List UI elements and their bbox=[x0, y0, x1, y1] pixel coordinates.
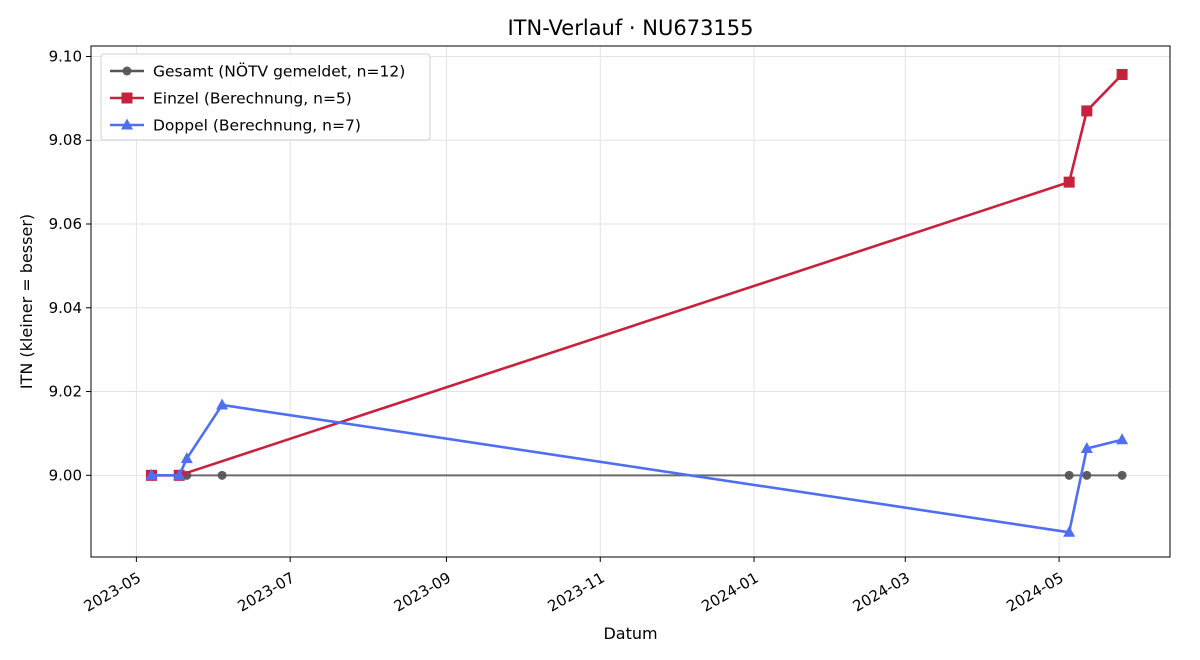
y-tick-label: 9.02 bbox=[49, 383, 82, 401]
y-tick-label: 9.04 bbox=[49, 299, 82, 317]
data-point bbox=[217, 470, 227, 480]
chart-title: ITN-Verlauf · NU673155 bbox=[507, 16, 753, 40]
series-triangle bbox=[145, 398, 1129, 537]
data-point bbox=[1080, 442, 1093, 454]
y-tick-label: 9.00 bbox=[49, 466, 82, 484]
data-point bbox=[216, 398, 229, 410]
data-point bbox=[1063, 176, 1075, 188]
legend-marker bbox=[121, 92, 133, 104]
legend-item: Einzel (Berechnung, n=5) bbox=[110, 90, 352, 108]
data-point bbox=[145, 468, 158, 480]
data-point bbox=[1082, 470, 1092, 480]
y-tick-label: 9.08 bbox=[49, 131, 82, 149]
data-point bbox=[173, 468, 186, 480]
legend-label: Gesamt (NÖTV gemeldet, n=12) bbox=[153, 62, 405, 81]
legend-marker bbox=[122, 66, 132, 76]
legend-item: Gesamt (NÖTV gemeldet, n=12) bbox=[110, 62, 405, 81]
data-point bbox=[1116, 433, 1129, 445]
data-point bbox=[1081, 105, 1093, 117]
data-point bbox=[1063, 525, 1076, 537]
legend-label: Einzel (Berechnung, n=5) bbox=[153, 90, 352, 108]
data-point bbox=[1117, 470, 1127, 480]
data-point bbox=[180, 452, 193, 464]
data-point bbox=[1064, 470, 1074, 480]
legend-item: Doppel (Berechnung, n=7) bbox=[110, 117, 361, 135]
y-tick-label: 9.10 bbox=[49, 47, 82, 65]
legend-box bbox=[100, 53, 431, 141]
y-axis-title: ITN (kleiner = besser) bbox=[17, 214, 36, 389]
legend-label: Doppel (Berechnung, n=7) bbox=[153, 117, 361, 135]
legend: Gesamt (NÖTV gemeldet, n=12) Einzel (Bere… bbox=[100, 53, 431, 141]
x-axis-title: Datum bbox=[603, 624, 657, 643]
plot-frame bbox=[90, 45, 1171, 558]
y-tick-label: 9.06 bbox=[49, 215, 82, 233]
series-layer bbox=[145, 68, 1129, 537]
legend-marker bbox=[121, 118, 133, 130]
data-point bbox=[1116, 68, 1128, 80]
